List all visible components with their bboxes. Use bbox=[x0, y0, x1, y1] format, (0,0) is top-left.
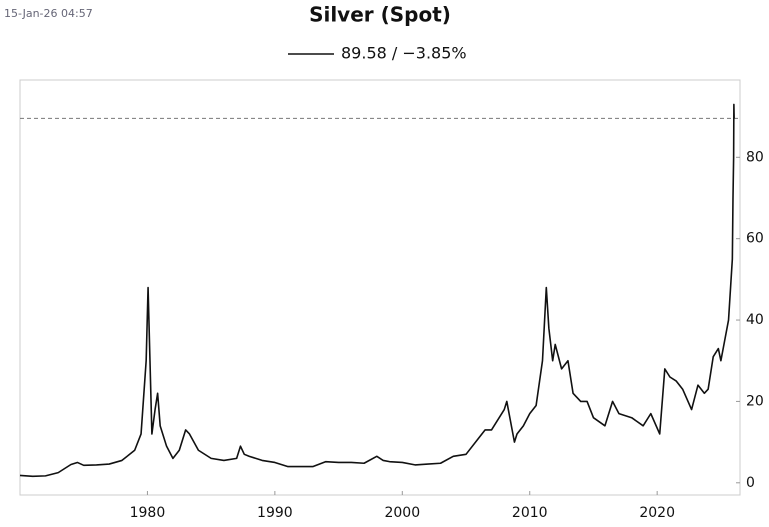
chart-title: Silver (Spot) bbox=[309, 3, 451, 27]
y-tick-label: 80 bbox=[746, 149, 764, 165]
legend-label: 89.58 / −3.85% bbox=[341, 44, 467, 63]
x-tick-label: 1980 bbox=[130, 505, 166, 521]
y-tick-label: 0 bbox=[746, 475, 755, 491]
x-tick-label: 2010 bbox=[512, 505, 548, 521]
x-tick-label: 2000 bbox=[384, 505, 420, 521]
line-series bbox=[19, 103, 735, 478]
x-tick-label: 1990 bbox=[257, 505, 293, 521]
y-tick-label: 60 bbox=[746, 231, 764, 247]
timestamp: 15-Jan-26 04:57 bbox=[4, 7, 93, 20]
x-tick-label: 2020 bbox=[639, 505, 675, 521]
plot-frame bbox=[19, 79, 741, 496]
y-tick-label: 20 bbox=[746, 393, 764, 409]
y-tick-label: 40 bbox=[746, 312, 764, 328]
